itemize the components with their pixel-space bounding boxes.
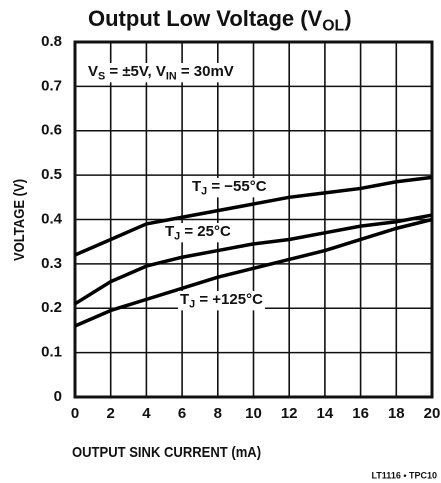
y-tick-label: 0 <box>54 388 62 405</box>
x-tick-label: 20 <box>424 405 441 422</box>
series-line <box>74 175 433 257</box>
footer: LT1116 • TPC10 <box>371 470 437 480</box>
y-tick-label: 0.7 <box>41 77 62 94</box>
x-tick-label: 0 <box>71 405 79 422</box>
x-tick-label: 12 <box>281 405 298 422</box>
text-part: = ±5V, V <box>105 63 166 80</box>
subscript: J <box>201 185 207 197</box>
subscript: J <box>174 230 180 242</box>
text-part: = 25°C <box>180 223 231 240</box>
text-part: ) <box>344 6 351 31</box>
curve-label: TJ = 25°C <box>165 223 231 242</box>
curve-label: TJ = +125°C <box>180 291 263 310</box>
x-tick-label: 10 <box>245 405 262 422</box>
label-background <box>178 290 266 311</box>
curve-label: TJ = −55°C <box>192 178 267 197</box>
text-part: = −55°C <box>207 178 267 195</box>
x-tick-label: 14 <box>317 405 334 422</box>
label-background <box>190 177 269 198</box>
x-tick-label: 4 <box>142 405 151 422</box>
y-axis-label: VOLTAGE (V) <box>10 179 27 261</box>
y-tick-label: 0.4 <box>41 210 63 227</box>
y-tick-label: 0.1 <box>41 344 62 361</box>
subscript: J <box>189 298 195 310</box>
text-part: T <box>180 291 189 308</box>
y-tick-label: 0.2 <box>41 299 62 316</box>
series-line <box>74 213 433 306</box>
x-tick-label: 2 <box>107 405 115 422</box>
text-part: V <box>88 63 98 80</box>
subscript: S <box>98 70 105 82</box>
x-tick-label: 8 <box>214 405 222 422</box>
x-tick-label: 18 <box>388 405 405 422</box>
x-tick-label: 16 <box>352 405 369 422</box>
series-line <box>74 217 433 328</box>
condition-annotation: VS = ±5V, VIN = 30mV <box>88 63 234 82</box>
text-part: T <box>165 223 174 240</box>
subscript: IN <box>166 70 177 82</box>
chart-title: Output Low Voltage (VOL) <box>88 6 352 35</box>
text-part: = +125°C <box>195 291 263 308</box>
x-axis-label: OUTPUT SINK CURRENT (mA) <box>72 443 261 460</box>
y-tick-label: 0.8 <box>41 33 62 50</box>
subscript: OL <box>322 18 344 35</box>
x-tick-label: 6 <box>178 405 186 422</box>
text-part: = 30mV <box>177 63 234 80</box>
label-background <box>86 62 236 83</box>
y-tick-label: 0.5 <box>41 166 62 183</box>
text-part: T <box>192 178 201 195</box>
text-part: Output Low Voltage (V <box>88 6 323 31</box>
y-tick-label: 0.3 <box>41 255 62 272</box>
label-background <box>163 222 233 243</box>
y-tick-label: 0.6 <box>41 122 62 139</box>
